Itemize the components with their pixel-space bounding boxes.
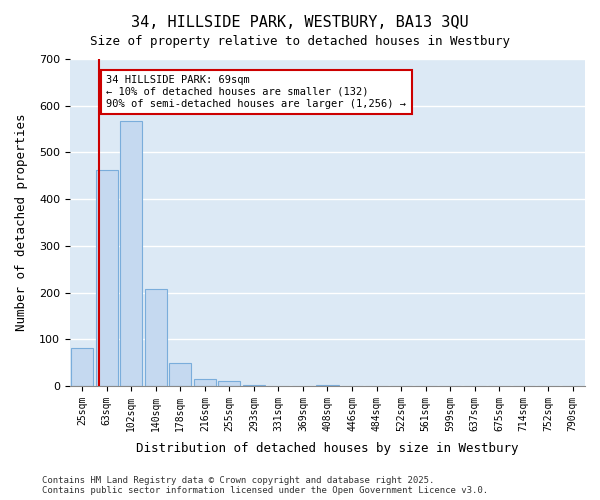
Bar [194,379,216,386]
Y-axis label: Number of detached properties: Number of detached properties [15,114,28,331]
Bar [120,121,142,386]
Bar [218,381,241,386]
Bar [169,362,191,386]
Bar [71,348,93,386]
Bar [145,289,167,386]
Text: 34 HILLSIDE PARK: 69sqm
← 10% of detached houses are smaller (132)
90% of semi-d: 34 HILLSIDE PARK: 69sqm ← 10% of detache… [106,76,406,108]
Text: 34, HILLSIDE PARK, WESTBURY, BA13 3QU: 34, HILLSIDE PARK, WESTBURY, BA13 3QU [131,15,469,30]
X-axis label: Distribution of detached houses by size in Westbury: Distribution of detached houses by size … [136,442,519,455]
Bar [96,170,118,386]
Text: Size of property relative to detached houses in Westbury: Size of property relative to detached ho… [90,35,510,48]
Text: Contains HM Land Registry data © Crown copyright and database right 2025.
Contai: Contains HM Land Registry data © Crown c… [42,476,488,495]
